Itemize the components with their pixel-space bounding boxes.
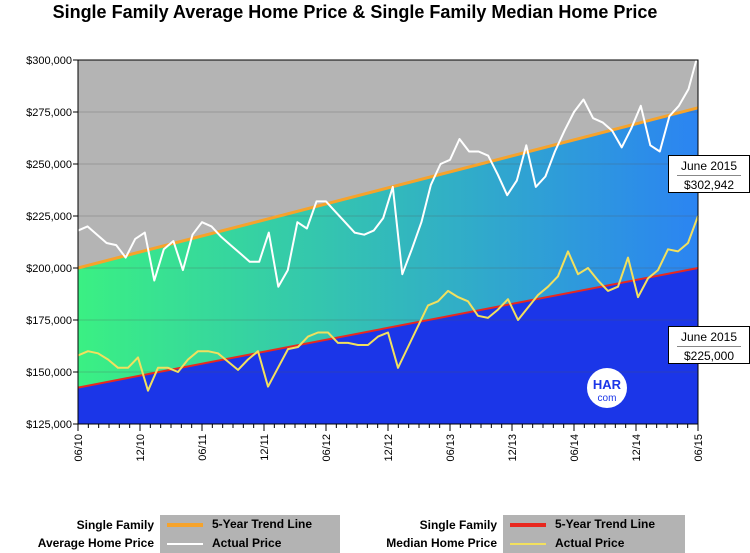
- ytick-label-2: $175,000: [26, 315, 72, 327]
- ytick-label-3: $200,000: [26, 263, 72, 275]
- legend-median-name-line2: Median Home Price: [386, 536, 497, 550]
- xtick-label-8: 06/14: [569, 434, 581, 462]
- xtick-label-1: 12/10: [135, 434, 147, 462]
- axes: $125,000 $150,000 $175,000 $200,000 $225,000…: [26, 55, 705, 462]
- median-actual-line: [77, 215, 699, 392]
- chart-title: Single Family Average Home Price & Singl…: [52, 2, 658, 22]
- ytick-label-4: $225,000: [26, 211, 72, 223]
- ytick-label-6: $275,000: [26, 107, 72, 119]
- xtick-label-5: 12/12: [383, 434, 395, 462]
- xtick-label-4: 06/12: [321, 434, 333, 462]
- legend-average-trend-swatch: [167, 523, 203, 527]
- legend-average-trend-label: 5-Year Trend Line: [212, 517, 313, 531]
- har-logo-circle: [587, 368, 627, 408]
- legend-median-name: Single Family Median Home Price: [345, 516, 497, 552]
- median-callout-divider: [677, 346, 741, 347]
- legend-median-box: 5-Year Trend Line Actual Price: [503, 515, 685, 553]
- legend-average-box: 5-Year Trend Line Actual Price: [160, 515, 340, 553]
- xtick-label-10: 06/15: [693, 434, 705, 462]
- legend-average-actual-row: Actual Price: [160, 534, 340, 553]
- average-actual-line: [77, 53, 699, 288]
- xtick-label-9: 12/14: [631, 434, 643, 462]
- ytick-label-7: $300,000: [26, 55, 72, 67]
- median-callout-date: June 2015: [680, 330, 738, 344]
- legend-median-name-line1: Single Family: [419, 518, 497, 532]
- har-logo-top-text: HAR: [593, 377, 622, 392]
- legend-average: Single Family Average Home Price 5-Year …: [0, 515, 345, 553]
- xtick-label-2: 06/11: [197, 434, 209, 461]
- legend-average-name: Single Family Average Home Price: [0, 516, 154, 552]
- legend-median-trend-swatch: [510, 523, 546, 527]
- legend-median-actual-swatch: [510, 543, 546, 545]
- legend-median-trend-row: 5-Year Trend Line: [503, 515, 685, 534]
- legend-median-actual-label: Actual Price: [555, 536, 625, 550]
- legend-average-name-line1: Single Family: [76, 518, 154, 532]
- average-callout-value: $302,942: [683, 178, 735, 192]
- legend-median: Single Family Median Home Price 5-Year T…: [345, 515, 750, 553]
- average-callout-date: June 2015: [680, 159, 738, 173]
- average-price-callout: June 2015 $302,942: [668, 155, 750, 193]
- legend-average-actual-label: Actual Price: [212, 536, 282, 550]
- plot-area: [77, 53, 699, 425]
- legend-median-trend-label: 5-Year Trend Line: [555, 517, 656, 531]
- xtick-label-7: 12/13: [507, 434, 519, 462]
- average-callout-divider: [677, 175, 741, 176]
- legend-average-actual-swatch: [167, 543, 203, 545]
- lower-fill: [78, 268, 698, 424]
- har-logo-bottom-text: com: [598, 393, 617, 404]
- legend-average-name-line2: Average Home Price: [37, 536, 154, 550]
- ytick-label-5: $250,000: [26, 159, 72, 171]
- average-trend-line: [77, 106, 699, 270]
- median-price-callout: June 2015 $225,000: [668, 326, 750, 364]
- median-callout-value: $225,000: [683, 349, 735, 363]
- xtick-label-6: 06/13: [445, 434, 457, 462]
- ytick-label-1: $150,000: [26, 367, 72, 379]
- xtick-label-3: 12/11: [259, 434, 271, 461]
- legend-median-actual-row: Actual Price: [503, 534, 685, 553]
- ytick-label-0: $125,000: [26, 419, 72, 431]
- xtick-label-0: 06/10: [73, 434, 85, 462]
- legend-average-trend-row: 5-Year Trend Line: [160, 515, 340, 534]
